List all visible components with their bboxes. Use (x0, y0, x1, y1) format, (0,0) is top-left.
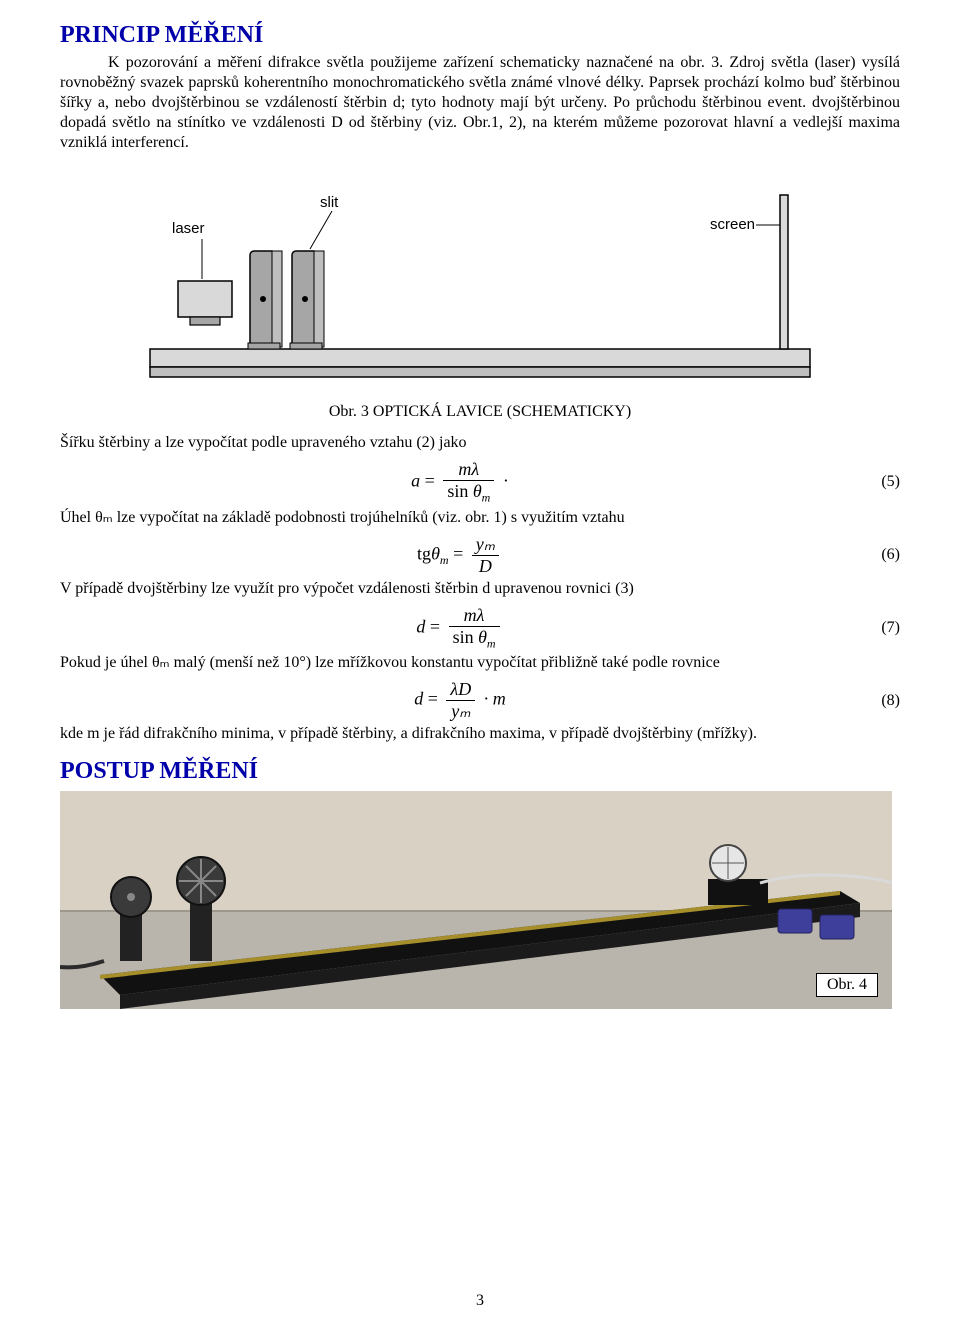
eq8-den: yₘ (446, 701, 475, 722)
eq5-number: (5) (860, 473, 900, 491)
fig3-caption: Obr. 3 OPTICKÁ LAVICE (SCHEMATICKY) (60, 403, 900, 421)
page-number: 3 (0, 1292, 960, 1310)
eq7-num: mλ (449, 605, 500, 627)
line-angle: Úhel θₘ lze vypočítat na základě podobno… (60, 508, 900, 528)
eq6-tg: tg (417, 543, 431, 563)
eq7-number: (7) (860, 619, 900, 637)
section-title: PRINCIP MĚŘENÍ (60, 22, 900, 49)
eq6-num: yₘ (472, 534, 499, 556)
eq8-num: λD (446, 679, 475, 701)
schematic-figure: laser slit screen (120, 159, 840, 399)
eq8-tail: · m (484, 689, 506, 709)
eq6-den: D (472, 556, 499, 577)
line-approx: Pokud je úhel θₘ malý (menší než 10°) lz… (60, 653, 900, 673)
schematic-slit-label: slit (320, 194, 339, 211)
closing-paragraph: kde m je řád difrakčního minima, v přípa… (60, 724, 900, 744)
eq7-den-sub: m (487, 636, 496, 650)
eq7-lhs: d (416, 616, 425, 636)
eq6-number: (6) (860, 546, 900, 564)
schematic-laser-label: laser (172, 220, 205, 237)
eq8-lhs: d (414, 689, 423, 709)
eq6-lhs-sub: m (440, 553, 449, 567)
figure-4-photo: Obr. 4 (60, 791, 892, 1009)
section-title-2: POSTUP MĚŘENÍ (60, 758, 900, 785)
equation-5: a = mλ sin θm · (5) (60, 459, 900, 506)
equation-7: d = mλ sin θm (7) (60, 605, 900, 652)
line-doubleslit: V případě dvojštěrbiny lze využít pro vý… (60, 579, 900, 599)
eq8-number: (8) (860, 692, 900, 710)
eq5-lhs: a (411, 470, 420, 490)
equation-6: tgθm = yₘ D (6) (60, 534, 900, 577)
eq5-num: mλ (443, 459, 494, 481)
intro-paragraph: K pozorování a měření difrakce světla po… (60, 53, 900, 153)
equation-8: d = λD yₘ · m (8) (60, 679, 900, 722)
line-slit: Šířku štěrbiny a lze vypočítat podle upr… (60, 433, 900, 453)
eq7-den-prefix: sin (453, 627, 474, 647)
eq5-den-sub: m (482, 491, 491, 505)
figure-4-label: Obr. 4 (816, 973, 878, 997)
schematic-screen-label: screen (710, 216, 755, 233)
eq5-den-prefix: sin (447, 481, 468, 501)
